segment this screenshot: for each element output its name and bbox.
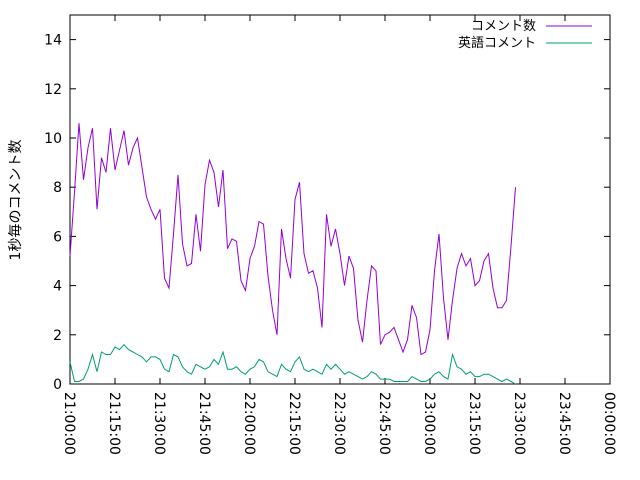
y-tick-label: 2 — [53, 328, 62, 344]
y-tick-label: 6 — [53, 229, 62, 245]
y-tick-label: 14 — [44, 33, 62, 49]
plot-frame — [69, 14, 611, 385]
x-tick-label: 21:30:00 — [151, 392, 167, 455]
y-tick-label: 10 — [44, 131, 62, 147]
x-tick-label: 22:30:00 — [331, 392, 347, 455]
series-line-1 — [69, 123, 516, 356]
x-tick-label: 23:00:00 — [421, 392, 437, 455]
x-tick-label: 22:45:00 — [376, 392, 392, 455]
y-tick-label: 8 — [53, 180, 62, 196]
series-line-2 — [69, 343, 516, 385]
x-tick-label: 23:30:00 — [511, 392, 527, 455]
x-tick-label: 22:00:00 — [241, 392, 257, 455]
x-tick-label: 21:15:00 — [106, 392, 122, 455]
x-tick-label: 21:45:00 — [196, 392, 212, 455]
x-axis-ticks: 21:00:00 21:15:00 21:30:00 21:45:00 22:00:00… — [61, 15, 617, 455]
x-tick-label: 23:45:00 — [556, 392, 572, 455]
y-axis-label: 1秒毎のコメント数 — [8, 140, 24, 261]
x-tick-label: 22:15:00 — [286, 392, 302, 455]
y-tick-label: 12 — [44, 82, 62, 98]
x-tick-label: 00:00:00 — [601, 392, 617, 455]
y-axis-ticks: 0 2 4 6 8 10 12 14 — [44, 33, 610, 393]
series-lines — [69, 123, 516, 385]
y-tick-label: 0 — [53, 377, 62, 393]
x-tick-label: 21:00:00 — [61, 392, 77, 455]
y-tick-label: 4 — [53, 279, 62, 295]
legend-label: 英語コメント — [458, 35, 536, 51]
x-tick-label: 23:15:00 — [466, 392, 482, 455]
legend-label: コメント数 — [471, 19, 536, 34]
